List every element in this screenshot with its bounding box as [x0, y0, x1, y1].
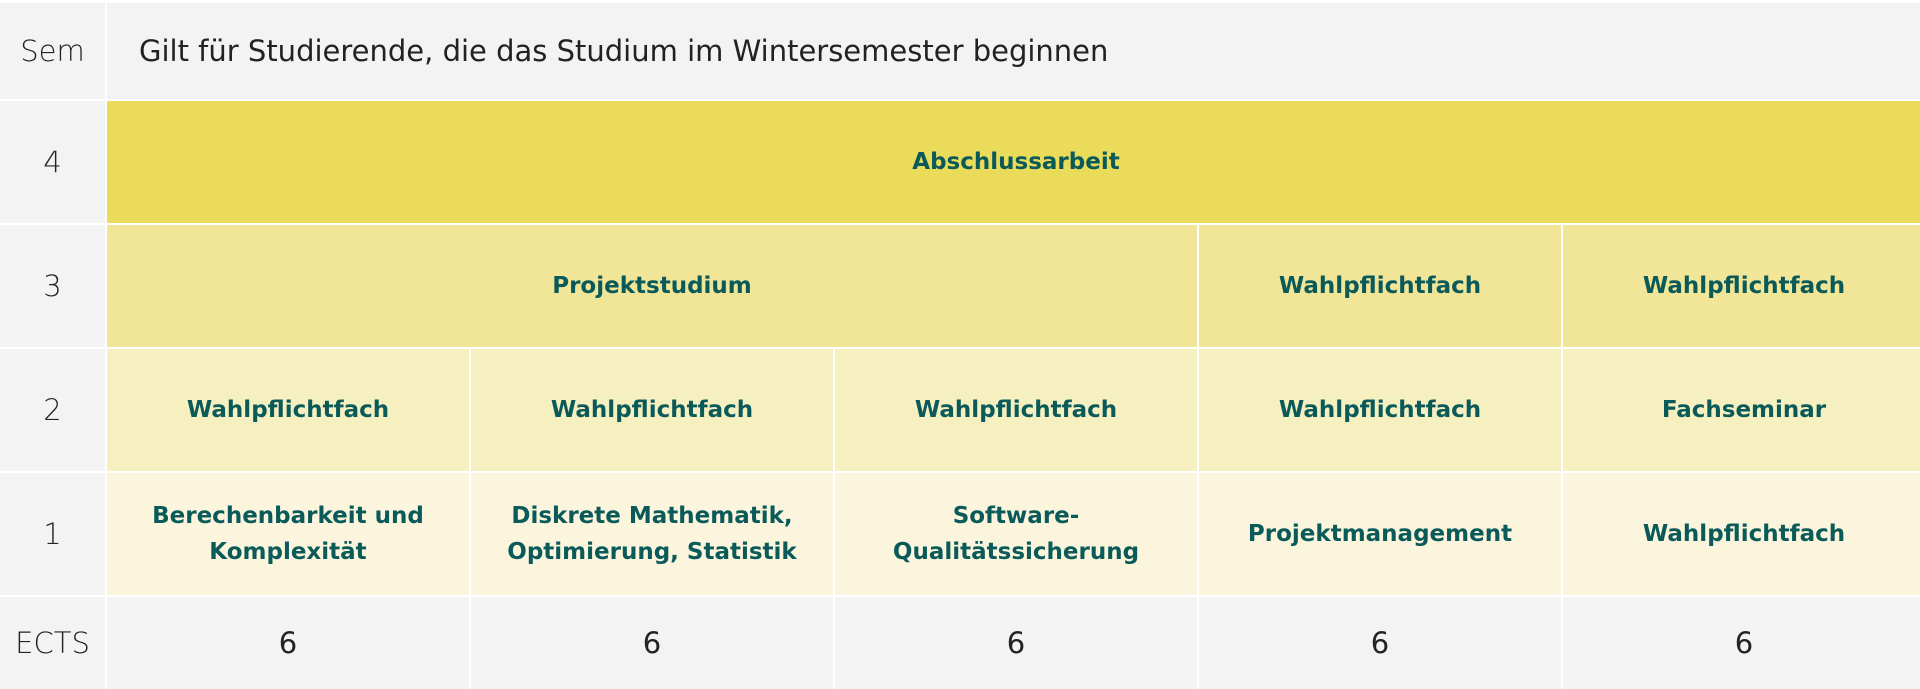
module-wahlpflichtfach: Wahlpflichtfach: [1563, 473, 1920, 595]
module-wahlpflichtfach: Wahlpflichtfach: [1563, 225, 1920, 347]
module-fachseminar: Fachseminar: [1563, 349, 1920, 471]
module-wahlpflichtfach: Wahlpflichtfach: [835, 349, 1197, 471]
module-wahlpflichtfach: Wahlpflichtfach: [471, 349, 833, 471]
ects-value: 6: [835, 597, 1197, 689]
ects-label: ECTS: [0, 597, 105, 689]
module-software-qualitaetssicherung: Software- Qualitätssicherung: [835, 473, 1197, 595]
semester-label-4: 4: [0, 101, 105, 223]
ects-value: 6: [1199, 597, 1561, 689]
module-diskrete-mathematik: Diskrete Mathematik, Optimierung, Statis…: [471, 473, 833, 595]
module-line: Berechenbarkeit und: [152, 503, 424, 529]
ects-value: 6: [1563, 597, 1920, 689]
module-wahlpflichtfach: Wahlpflichtfach: [1199, 225, 1561, 347]
module-line: Komplexität: [209, 539, 367, 565]
module-wahlpflichtfach: Wahlpflichtfach: [1199, 349, 1561, 471]
curriculum-table: Sem Gilt für Studierende, die das Studiu…: [0, 3, 1920, 689]
ects-value: 6: [107, 597, 469, 689]
semester-label-3: 3: [0, 225, 105, 347]
sem-header: Sem: [0, 3, 105, 99]
ects-value: 6: [471, 597, 833, 689]
module-berechenbarkeit: Berechenbarkeit und Komplexität: [107, 473, 469, 595]
module-wahlpflichtfach: Wahlpflichtfach: [107, 349, 469, 471]
module-abschlussarbeit: Abschlussarbeit: [107, 101, 1920, 223]
semester-label-2: 2: [0, 349, 105, 471]
module-line: Optimierung, Statistik: [507, 539, 797, 565]
module-line: Software-: [952, 503, 1080, 529]
module-projektmanagement: Projektmanagement: [1199, 473, 1561, 595]
module-line: Qualitätssicherung: [892, 539, 1140, 565]
table-title: Gilt für Studierende, die das Studium im…: [107, 3, 1920, 99]
module-projektstudium: Projektstudium: [107, 225, 1197, 347]
semester-label-1: 1: [0, 473, 105, 595]
module-line: Diskrete Mathematik,: [511, 503, 793, 529]
